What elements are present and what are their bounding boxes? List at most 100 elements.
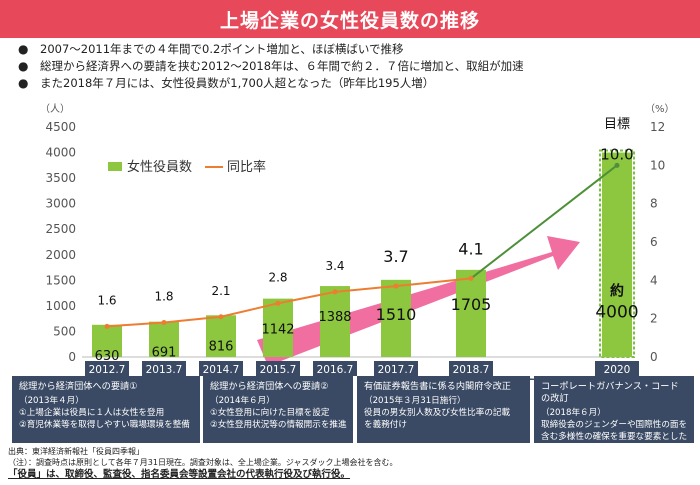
ratio-value-label: 4.1	[458, 239, 483, 258]
ratio-value-label: 2.1	[211, 284, 230, 298]
y-right-tick-label: 0	[650, 350, 658, 364]
footer: 出典：東洋経済新報社「役員四季報」 （注）：調査時点は原則として各年７月31日現…	[8, 446, 698, 480]
x-tick-label: 2014.7	[203, 364, 240, 376]
y-left-tick-label: 3000	[45, 197, 76, 211]
ratio-value-label: 3.7	[383, 247, 408, 266]
y-right-tick-label: 8	[650, 197, 658, 211]
legend-bar-label: 女性役員数	[127, 159, 192, 175]
x-tick-label: 2020	[604, 364, 631, 376]
note-line: ①女性登用に向けた目標を設定	[210, 408, 330, 418]
note-line: ②女性登用状況等の情報開示を推進	[210, 420, 347, 430]
chart: 0 500 1000 1500 2000 2500 3000 3500 4000 4500 0 2 4 6…	[40, 103, 675, 380]
bullet-text: 総理から経済界への要請を挟む2012～2018年は、６年間で約２．７倍に増加と、…	[40, 59, 524, 73]
ratio-point	[332, 289, 338, 295]
ratio-point	[614, 162, 620, 168]
note-line: （2014年６月）	[210, 396, 275, 406]
bullet-dot-icon: ●	[18, 76, 29, 90]
note-line: （2018年６月）	[541, 408, 606, 418]
bar-2015.7	[263, 298, 293, 357]
bar-value-label: 1142	[261, 323, 294, 338]
bar-2013.7	[149, 321, 179, 357]
title-bar: 上場企業の女性役員数の推移	[0, 0, 700, 38]
y-left-tick-label: 500	[53, 324, 76, 338]
bullet-text: 2007～2011年までの４年間で0.2ポイント増加と、ほぼ横ばいで推移	[40, 42, 404, 56]
ratio-point	[393, 283, 399, 289]
bullet-item: ● 総理から経済界への要請を挟む2012～2018年は、６年間で約２．７倍に増加と…	[18, 58, 658, 75]
y-left-tick-label: 1000	[45, 299, 76, 313]
y-left-tick-label: 0	[68, 350, 76, 364]
bar-2014.7	[206, 315, 236, 357]
page-title: 上場企業の女性役員数の推移	[219, 9, 480, 32]
y-right-tick-label: 4	[650, 273, 658, 287]
bar-2017.7	[381, 279, 411, 357]
y-left-axis-label: （人）	[40, 103, 70, 115]
y-left-tick-label: 1500	[45, 273, 76, 287]
y-left-tick-label: 2000	[45, 248, 76, 262]
ratio-point	[161, 320, 167, 325]
note-line: ①上場企業は役員に１人は女性を登用	[19, 408, 165, 418]
ratio-value-label: 2.8	[268, 270, 287, 284]
note-box-3: 有価証券報告書に係る内閣府令改正 （2015年３月31日施行） 役員の男女別人数…	[357, 376, 530, 443]
ratio-point	[218, 314, 224, 320]
footer-source: 出典：東洋経済新報社「役員四季報」	[8, 447, 144, 456]
legend-bar-swatch	[108, 162, 122, 171]
bar-value-label: 約	[610, 283, 624, 300]
ratio-point	[104, 323, 110, 329]
x-tick-label: 2013.7	[146, 364, 183, 376]
note-title: コーポレートガバナンス・コードの改訂	[541, 381, 679, 404]
bar-2016.7	[320, 286, 350, 357]
x-tick-label: 2016.7	[317, 364, 354, 376]
bar-value-label: 4000	[595, 303, 638, 323]
bar-value-label: 1510	[376, 305, 417, 324]
note-line: ②育児休業等を取得しやすい職場環境を整備	[19, 420, 190, 430]
bullet-list: ● 2007～2011年までの４年間で0.2ポイント増加と、ほぼ横ばいで推移 ● 総…	[18, 41, 658, 92]
bar-value-label: 816	[209, 339, 234, 354]
footer-definition: 「役員」は、取締役、監査役、指名委員会等設置会社の代表執行役及び執行役。	[8, 469, 351, 480]
x-tick-label: 2018.7	[453, 364, 490, 376]
ratio-point	[468, 275, 474, 281]
bar-2012.7	[92, 324, 122, 357]
ratio-point	[275, 300, 281, 306]
y-right-tick-label: 2	[650, 312, 658, 326]
note-box-4: コーポレートガバナンス・コードの改訂 （2018年６月） 取締役会のジェンダーや…	[534, 376, 694, 443]
note-box-1: 総理から経済団体への要請① （2013年４月） ①上場企業は役員に１人は女性を登…	[12, 376, 200, 443]
bar-value-label: 691	[152, 346, 177, 361]
y-right-tick-label: 6	[650, 235, 658, 249]
bar-value-label: 1705	[451, 295, 492, 314]
note-line: 含む多様性の確保を重要な要素とした	[541, 432, 688, 442]
category-tab	[142, 361, 186, 376]
bullet-dot-icon: ●	[18, 42, 29, 56]
note-line: （2013年４月）	[19, 396, 84, 406]
bar-2018.7	[456, 269, 486, 357]
note-line: を義務付け	[364, 420, 407, 430]
legend-line-label: 同比率	[227, 159, 266, 175]
note-title: 有価証券報告書に係る内閣府令改正	[364, 381, 511, 392]
ratio-target-line	[470, 164, 618, 280]
category-tab	[256, 361, 300, 376]
note-title: 総理から経済団体への要請①	[19, 381, 138, 392]
x-tick-label: 2015.7	[260, 364, 297, 376]
category-tab	[595, 361, 639, 376]
bullet-item: ● また2018年７月には、女性役員数が1,700人超となった（昨年比195人増）	[18, 75, 658, 92]
category-tab	[199, 361, 243, 376]
y-left-tick-label: 4500	[45, 120, 76, 134]
y-right-tick-label: 10	[650, 158, 665, 172]
bullet-text: また2018年７月には、女性役員数が1,700人超となった（昨年比195人増）	[40, 76, 435, 90]
y-left-tick-label: 4000	[45, 146, 76, 160]
note-title: 総理から経済団体への要請②	[210, 381, 329, 392]
y-right-axis-label: （%）	[645, 103, 675, 115]
ratio-value-label: 10.0	[600, 145, 633, 163]
bullet-dot-icon: ●	[18, 59, 29, 73]
category-tab	[313, 361, 357, 376]
category-tab	[449, 361, 493, 376]
note-line: （2015年３月31日施行）	[364, 396, 466, 406]
footer-note: （注）：調査時点は原則として各年７月31日現在。調査対象は、全上場企業。ジャスダ…	[8, 458, 398, 467]
y-left-tick-label: 3500	[45, 171, 76, 185]
note-line: 取締役会のジェンダーや国際性の面を	[541, 420, 688, 430]
target-label: 目標	[604, 117, 630, 132]
ratio-value-label: 1.6	[97, 293, 116, 307]
category-tab	[85, 361, 129, 376]
note-box-2: 総理から経済団体への要請② （2014年６月） ①女性登用に向けた目標を設定 ②…	[203, 376, 353, 443]
bullet-item: ● 2007～2011年までの４年間で0.2ポイント増加と、ほぼ横ばいで推移	[18, 41, 658, 58]
ratio-value-label: 3.4	[325, 259, 344, 273]
